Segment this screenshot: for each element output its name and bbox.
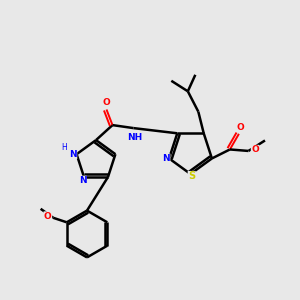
Text: NH: NH [128,133,142,142]
Text: S: S [188,171,195,182]
Text: O: O [236,123,244,132]
Text: O: O [251,145,259,154]
Text: O: O [44,212,52,221]
Text: N: N [79,176,86,185]
Text: O: O [103,98,110,107]
Text: N: N [162,154,170,163]
Text: H: H [61,143,67,152]
Text: N: N [69,150,77,159]
